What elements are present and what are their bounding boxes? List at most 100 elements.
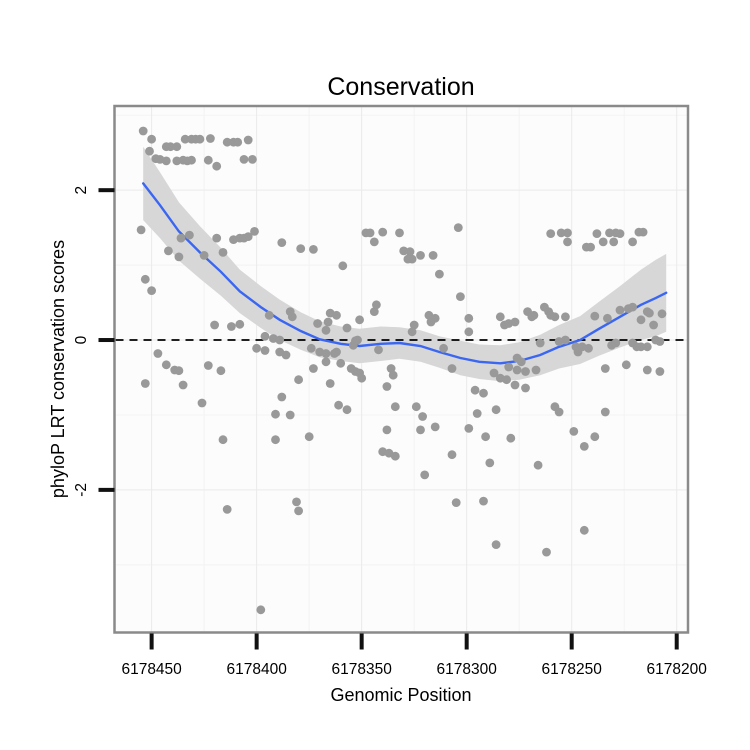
data-point <box>206 134 215 143</box>
data-point <box>535 338 545 348</box>
loess-smooth-curve <box>142 182 668 365</box>
data-point <box>355 315 364 325</box>
x-axis-title: Genomic Position <box>330 685 471 705</box>
data-point <box>464 424 474 433</box>
data-point <box>479 496 488 506</box>
data-point <box>531 365 541 375</box>
data-point <box>309 364 318 373</box>
panel-border <box>113 104 690 634</box>
data-point <box>439 343 448 353</box>
data-point <box>187 155 196 165</box>
data-point <box>321 325 331 335</box>
data-point <box>390 451 400 461</box>
data-point <box>275 335 285 345</box>
panel-background <box>115 107 687 632</box>
data-point <box>592 229 602 239</box>
data-point <box>472 409 482 418</box>
data-point <box>369 307 379 316</box>
data-point <box>502 375 511 385</box>
data-point <box>516 357 526 367</box>
data-point <box>479 388 488 398</box>
data-point <box>506 433 516 443</box>
data-point <box>435 269 444 279</box>
data-point <box>304 432 314 442</box>
data-point <box>172 142 182 152</box>
x-tick-mark <box>674 633 679 650</box>
data-point <box>420 470 430 480</box>
data-point <box>164 246 173 256</box>
data-point <box>321 357 331 367</box>
data-point <box>655 367 665 376</box>
data-point <box>185 230 194 240</box>
data-point <box>447 450 457 460</box>
plot-title: Conservation <box>327 73 474 101</box>
data-point <box>504 362 514 372</box>
data-point <box>334 400 343 410</box>
data-point <box>621 360 631 370</box>
data-point <box>521 367 530 376</box>
data-point <box>342 323 352 333</box>
data-point <box>161 156 171 166</box>
data-point <box>218 435 228 445</box>
data-point <box>256 605 266 615</box>
y-axis-title: phyloP LRT conservation scores <box>48 240 68 498</box>
data-point <box>243 232 253 242</box>
axes-layer: 6178450 6178400 6178350 6178300 6178250 61782… <box>73 186 707 678</box>
data-point <box>586 242 595 252</box>
data-point <box>491 405 501 415</box>
data-point <box>166 142 175 152</box>
data-point <box>642 365 652 375</box>
data-point <box>239 155 249 164</box>
data-point <box>388 370 398 380</box>
data-point <box>451 498 461 507</box>
data-point <box>510 380 520 390</box>
data-point <box>309 245 318 254</box>
data-point <box>426 317 436 327</box>
data-point <box>603 313 612 323</box>
data-point <box>216 366 226 376</box>
x-tick-label: 6178250 <box>542 661 603 678</box>
y-tick-mark <box>98 487 115 492</box>
data-point <box>636 315 646 325</box>
data-point <box>287 312 297 322</box>
data-point <box>250 227 259 236</box>
data-point <box>569 427 579 436</box>
data-point <box>563 228 572 238</box>
data-point <box>609 237 619 247</box>
data-point <box>374 345 383 355</box>
data-point <box>174 366 184 376</box>
data-point <box>243 135 253 145</box>
data-point <box>174 252 184 262</box>
data-point <box>277 238 287 248</box>
x-tick-label: 6178300 <box>437 661 498 678</box>
data-point <box>378 227 388 237</box>
data-point <box>584 343 593 353</box>
data-point <box>372 300 381 310</box>
data-point <box>176 233 186 243</box>
data-point <box>294 506 303 516</box>
data-point <box>336 358 346 368</box>
data-point <box>395 228 404 238</box>
data-point <box>638 227 648 237</box>
scatter-points-layer <box>136 126 667 615</box>
data-point <box>470 385 480 395</box>
panel-background-layer <box>115 107 687 632</box>
data-point <box>409 320 419 330</box>
data-point <box>628 237 637 247</box>
data-point <box>563 237 572 247</box>
data-point <box>332 310 341 320</box>
x-tick-mark <box>254 633 259 650</box>
x-tick-mark <box>149 633 154 650</box>
data-point <box>512 365 522 375</box>
data-point <box>416 251 425 260</box>
data-point <box>407 327 417 337</box>
data-point <box>491 540 501 549</box>
data-point <box>447 364 457 373</box>
x-tick-label: 6178350 <box>331 661 392 678</box>
data-point <box>386 364 396 373</box>
data-point <box>579 442 589 451</box>
data-point <box>554 407 564 417</box>
data-point <box>235 319 245 329</box>
gridlines-layer <box>115 107 687 632</box>
x-tick-mark <box>359 633 364 650</box>
